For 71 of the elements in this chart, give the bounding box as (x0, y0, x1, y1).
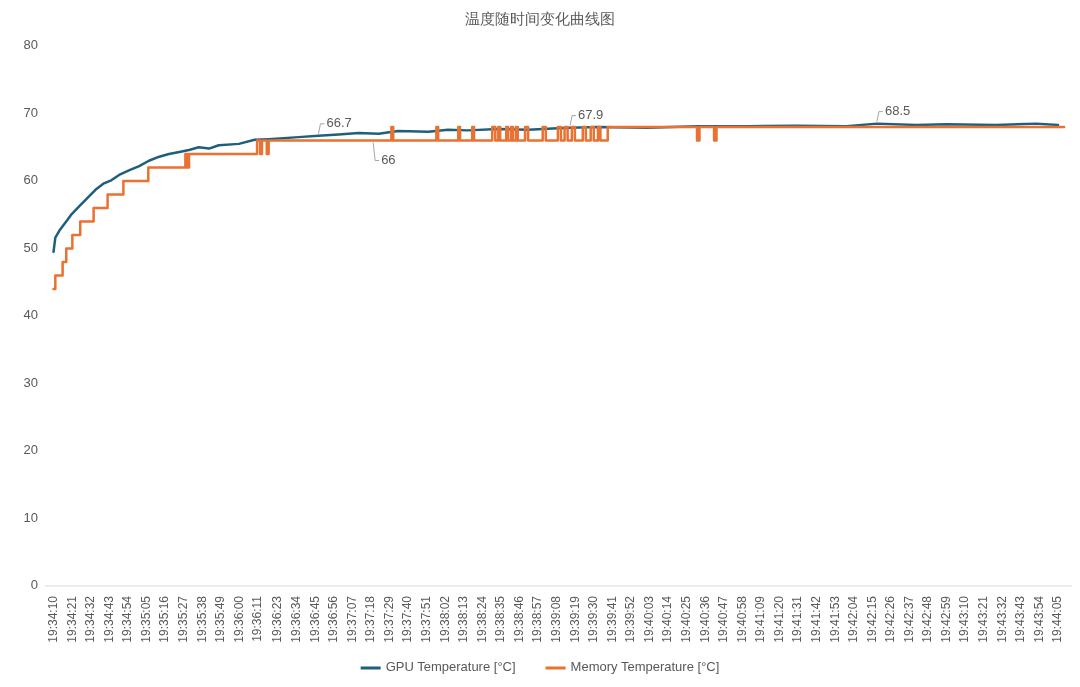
x-tick-label: 19:37:07 (344, 595, 359, 643)
x-tick-label: 19:37:40 (400, 595, 415, 643)
x-tick-label: 19:39:52 (623, 595, 638, 643)
x-tick-label: 19:38:24 (474, 595, 489, 643)
x-tick-label: 19:42:37 (901, 595, 916, 643)
x-tick-label: 19:37:18 (363, 595, 378, 643)
x-tick-label: 19:36:34 (289, 595, 303, 643)
y-tick-label: 10 (23, 509, 38, 525)
chart-title: 温度随时间变化曲线图 (465, 10, 615, 27)
x-tick-label: 19:36:00 (231, 595, 246, 643)
x-tick-label: 19:43:54 (1031, 595, 1046, 643)
y-tick-label: 70 (23, 104, 38, 120)
x-tick-label: 19:42:48 (920, 595, 935, 643)
x-tick-label: 19:38:46 (511, 595, 526, 643)
y-tick-label: 40 (23, 307, 38, 323)
x-tick-label: 19:39:30 (586, 595, 601, 643)
x-tick-label: 19:40:58 (734, 595, 749, 643)
x-tick-label: 19:36:56 (326, 595, 341, 643)
y-tick-label: 30 (23, 374, 38, 390)
x-tick-label: 19:41:53 (827, 595, 842, 643)
x-tick-label: 19:34:21 (64, 595, 79, 643)
x-tick-label: 19:36:11 (250, 595, 265, 642)
x-tick-label: 19:40:03 (641, 595, 656, 643)
x-tick-label: 19:35:38 (194, 595, 209, 643)
x-tick-label: 19:40:36 (697, 595, 712, 643)
x-tick-label: 19:43:21 (976, 595, 991, 643)
annotation: 66.7 (326, 115, 352, 131)
x-tick-label: 19:43:32 (994, 595, 1009, 643)
y-tick-label: 50 (23, 239, 38, 255)
x-tick-label: 19:44:05 (1050, 595, 1065, 643)
x-tick-label: 19:40:47 (716, 595, 731, 643)
x-tick-label: 19:41:09 (753, 595, 768, 643)
annotation: 66 (381, 151, 396, 167)
x-tick-label: 19:39:41 (604, 595, 619, 643)
x-tick-label: 19:36:45 (307, 595, 322, 643)
x-tick-label: 19:42:15 (864, 595, 879, 643)
x-tick-label: 19:42:04 (846, 595, 861, 643)
x-tick-label: 19:36:23 (270, 595, 285, 643)
x-tick-label: 19:43:43 (1013, 595, 1028, 643)
y-tick-label: 20 (23, 442, 38, 458)
legend-label: Memory Temperature [°C] (570, 659, 720, 675)
x-tick-label: 19:37:51 (418, 595, 433, 643)
legend-label: GPU Temperature [°C] (385, 659, 516, 675)
x-tick-label: 19:34:32 (83, 595, 98, 643)
x-tick-label: 19:39:19 (567, 595, 582, 643)
y-tick-label: 60 (23, 172, 38, 188)
x-tick-label: 19:35:16 (157, 595, 172, 643)
x-tick-label: 19:42:26 (883, 595, 898, 643)
x-tick-label: 19:42:59 (938, 595, 953, 643)
x-tick-label: 19:38:02 (437, 595, 452, 643)
x-tick-label: 19:34:10 (45, 595, 60, 643)
annotation: 68.5 (884, 103, 911, 119)
x-tick-label: 19:35:49 (213, 595, 228, 643)
x-tick-label: 19:35:05 (138, 595, 153, 643)
x-tick-label: 19:34:54 (120, 595, 135, 643)
x-tick-label: 19:41:20 (771, 595, 786, 643)
annotation: 67.9 (578, 107, 604, 123)
x-tick-label: 19:40:14 (660, 595, 675, 643)
x-tick-label: 19:37:29 (381, 595, 396, 643)
y-tick-label: 80 (23, 37, 38, 53)
x-tick-label: 19:38:13 (456, 595, 471, 643)
x-tick-label: 19:38:57 (530, 595, 545, 643)
x-tick-label: 19:43:10 (957, 595, 972, 643)
x-tick-label: 19:39:08 (548, 595, 563, 643)
x-tick-label: 19:38:35 (493, 595, 508, 643)
x-tick-label: 19:35:27 (175, 595, 190, 643)
x-tick-label: 19:41:31 (790, 595, 805, 643)
x-tick-label: 19:34:43 (101, 595, 116, 643)
x-tick-label: 19:40:25 (678, 595, 693, 643)
x-tick-label: 19:41:42 (808, 595, 823, 643)
y-tick-label: 0 (30, 577, 38, 593)
